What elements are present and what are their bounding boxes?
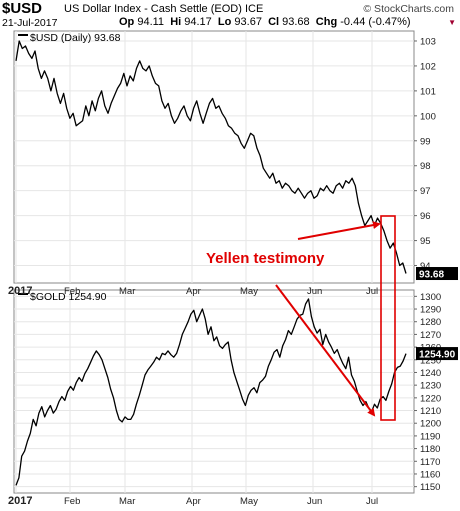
usd-xtick-label: May (240, 286, 258, 297)
testimony-arrow-gold (275, 284, 376, 417)
gold-ytick-label: 1150 (420, 482, 440, 493)
testimony-arrow-usd (297, 221, 381, 240)
usd-ytick-label: 103 (420, 36, 436, 47)
gold-plot-frame (13, 289, 415, 494)
high-label: Hi (170, 16, 182, 28)
usd-legend-label: $USD (Daily) 93.68 (30, 32, 121, 44)
usd-ytick-label: 97 (420, 186, 431, 197)
quote-date: 21-Jul-2017 (2, 17, 58, 29)
gold-ytick-label: 1230 (420, 381, 441, 392)
symbol-description: US Dollar Index - Cash Settle (EOD) ICE (64, 3, 263, 15)
gold-xtick-label: Feb (64, 496, 80, 507)
usd-xtick-label: Jun (307, 286, 322, 297)
stockcharts-brand: © StockCharts.com (363, 3, 454, 15)
low-label: Lo (217, 16, 232, 28)
gold-xtick-label: Jun (307, 496, 322, 507)
usd-ytick-label: 102 (420, 61, 436, 72)
symbol-title: $USD (2, 0, 43, 17)
usd-plot-frame (13, 30, 415, 284)
gold-ytick-label: 1180 (420, 444, 440, 455)
testimony-highlight-box (380, 215, 396, 421)
gold-ytick-label: 1300 (420, 292, 441, 303)
gold-xtick-label: Jul (366, 496, 378, 507)
date-axis: 2017 Feb Mar Apr May Jun Jul 2017 Feb Mar Apr May Ju… (8, 285, 378, 507)
down-arrow-icon: ▼ (448, 18, 456, 27)
ohlc-readout: Op 94.11 Hi 94.17 Lo 93.67 Cl 93.68 Chg … (119, 16, 411, 28)
gold-xtick-label: Mar (119, 496, 135, 507)
usd-price-line (15, 40, 407, 274)
usd-ytick-label: 99 (420, 136, 431, 147)
usd-ytick-label: 98 (420, 161, 431, 172)
change-label: Chg (315, 16, 338, 28)
usd-ytick-label: 95 (420, 236, 431, 247)
gold-ytick-label: 1250 (420, 355, 441, 366)
gold-price-line (15, 298, 407, 486)
low-value: 93.67 (234, 16, 262, 28)
usd-legend-swatch (18, 34, 28, 36)
usd-xtick-label: Jul (366, 286, 378, 297)
usd-last-value-badge (416, 267, 458, 281)
gold-ytick-label: 1170 (420, 457, 440, 468)
gold-ytick-label: 1290 (420, 305, 441, 316)
gold-last-value-label: 1254.90 (419, 350, 456, 361)
description-text: US Dollar Index - Cash Settle (EOD) (64, 3, 242, 15)
open-value: 94.11 (137, 16, 165, 28)
high-value: 94.17 (184, 16, 212, 28)
usd-xtick-label: 2017 (8, 285, 32, 297)
gold-ytick-label: 1240 (420, 368, 441, 379)
usd-xtick-label: Feb (64, 286, 80, 297)
usd-ytick-label: 101 (420, 86, 436, 97)
exchange-text: ICE (244, 3, 264, 15)
gold-xtick-label: May (240, 496, 258, 507)
gold-ytick-label: 1270 (420, 330, 441, 341)
gold-ytick-label: 1190 (420, 431, 440, 442)
usd-ytick-label: 94 (420, 261, 431, 272)
gold-xtick-label: Apr (186, 496, 201, 507)
usd-price-panel: 94 95 96 97 98 99 100 101 102 103 $USD (Daily) 93.… (13, 30, 458, 284)
gold-legend-swatch (18, 293, 28, 295)
gold-legend-label: $GOLD 1254.90 (30, 291, 107, 303)
usd-xtick-label: Mar (119, 286, 135, 297)
gold-ytick-label: 1220 (420, 393, 441, 404)
usd-ytick-label: 96 (420, 211, 431, 222)
usd-ytick-label: 100 (420, 111, 436, 122)
yellen-testimony-label: Yellen testimony (206, 250, 325, 267)
gold-ytick-label: 1210 (420, 406, 441, 417)
usd-last-value-label: 93.68 (419, 270, 444, 281)
usd-xtick-label: Apr (186, 286, 201, 297)
close-value: 93.68 (282, 16, 310, 28)
change-value: -0.44 (-0.47%) (340, 16, 411, 28)
gold-ytick-label: 1280 (420, 317, 441, 328)
open-label: Op (119, 16, 135, 28)
gold-ytick-label: 1200 (420, 419, 441, 430)
gold-xtick-label: 2017 (8, 495, 32, 507)
gold-ytick-label: 1160 (420, 469, 440, 480)
close-label: Cl (268, 16, 280, 28)
gold-last-value-badge (416, 347, 458, 361)
annotation-layer: Yellen testimony (206, 215, 396, 421)
